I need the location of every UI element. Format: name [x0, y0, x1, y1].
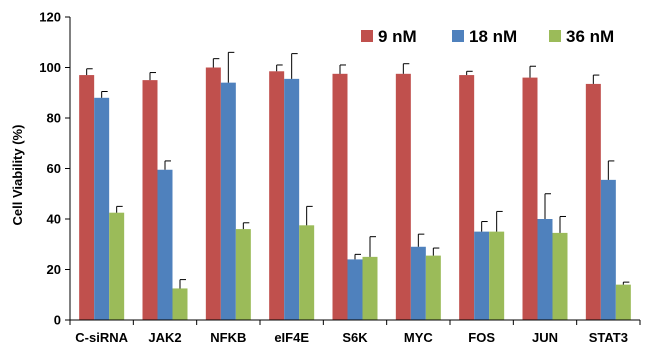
bar — [410, 246, 426, 320]
bar — [362, 256, 378, 320]
bar — [172, 288, 188, 320]
legend-swatch — [549, 30, 561, 42]
bar — [157, 169, 173, 320]
y-axis-title: Cell Viability (%) — [10, 125, 25, 226]
bar — [600, 179, 616, 320]
y-tick-label: 20 — [47, 262, 61, 277]
bar — [425, 255, 441, 320]
y-tick-label: 80 — [47, 111, 61, 126]
y-tick-label: 120 — [39, 10, 61, 25]
bar — [269, 71, 285, 320]
y-tick-label: 60 — [47, 161, 61, 176]
bar — [347, 259, 363, 320]
x-tick-label: NFKB — [210, 330, 246, 345]
bar — [332, 73, 348, 320]
legend-swatch — [361, 30, 373, 42]
bar — [220, 82, 236, 321]
legend-label: 9 nM — [378, 27, 417, 46]
bar — [142, 80, 158, 320]
legend: 9 nM 18 nM 36 nM — [361, 27, 614, 46]
bar — [615, 284, 631, 320]
x-tick-label: JUN — [532, 330, 558, 345]
x-tick-label: eIF4E — [274, 330, 309, 345]
bar — [395, 73, 411, 320]
y-tick-label: 40 — [47, 212, 61, 227]
y-tick-label: 100 — [39, 60, 61, 75]
bar — [459, 75, 475, 320]
bar — [474, 231, 490, 320]
legend-label: 36 nM — [566, 27, 614, 46]
bar — [109, 212, 125, 320]
bar — [284, 78, 300, 320]
x-tick-label: FOS — [468, 330, 495, 345]
bar — [299, 225, 315, 320]
bar — [205, 67, 221, 320]
bar — [522, 77, 538, 320]
x-tick-label: C-siRNA — [75, 330, 128, 345]
bar — [79, 75, 95, 320]
legend-swatch — [452, 30, 464, 42]
bar — [489, 231, 505, 320]
bar — [552, 232, 568, 320]
x-tick-label: STAT3 — [589, 330, 628, 345]
x-tick-label: JAK2 — [148, 330, 181, 345]
x-tick-label: MYC — [404, 330, 434, 345]
bar — [235, 229, 251, 320]
x-tick-label: S6K — [342, 330, 368, 345]
bar — [585, 83, 601, 320]
legend-label: 18 nM — [469, 27, 517, 46]
bar — [94, 97, 110, 320]
y-tick-label: 0 — [54, 313, 61, 328]
bar — [537, 219, 553, 320]
